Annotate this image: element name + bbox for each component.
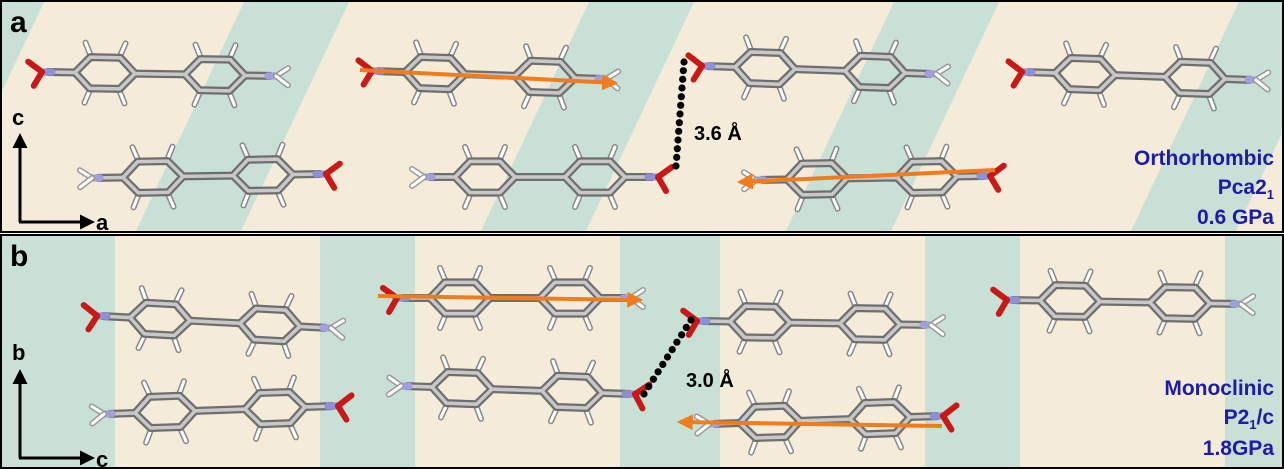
contact-dot (674, 136, 681, 143)
contact-dot (676, 119, 683, 126)
contact-dot (677, 102, 684, 109)
contact-dot (687, 316, 694, 323)
bond (492, 389, 542, 391)
pressure: 1.8GPa (1203, 437, 1275, 460)
contact-dot (676, 110, 683, 117)
bond (790, 323, 840, 324)
contact-dot (673, 339, 680, 346)
axis-label: c (12, 105, 24, 130)
bond (795, 69, 845, 71)
panel-label: b (10, 240, 28, 273)
bond (1100, 302, 1150, 303)
contact-dot (678, 84, 685, 91)
contact-dot (678, 93, 685, 100)
contact-dot (678, 331, 685, 338)
figure: a c a 3.6 Å Orthorhombic Pca21 0.6 GPa b… (0, 0, 1284, 469)
contact-dot (640, 390, 647, 397)
panel-label: a (10, 6, 27, 39)
stripe (320, 234, 415, 469)
space-group: Pca21 (1218, 176, 1274, 202)
space-group-sub: 1 (1267, 187, 1274, 202)
bond (135, 74, 185, 75)
contact-dot (675, 128, 682, 135)
space-group-post: /c (1256, 406, 1274, 429)
stripe (1225, 234, 1284, 469)
bond (1115, 75, 1165, 77)
phase-name: Monoclinic (1164, 377, 1274, 400)
axis-label: b (12, 340, 25, 365)
distance-label: 3.0 Å (686, 368, 734, 392)
contact-dot (680, 67, 687, 74)
bond (800, 419, 850, 421)
contact-dot (672, 162, 679, 169)
contact-dot (674, 145, 681, 152)
distance-label: 3.6 Å (694, 121, 742, 145)
space-group-sub: 1 (1249, 417, 1256, 432)
contact-dot (655, 368, 662, 375)
bond (195, 409, 245, 411)
space-group-main: P2 (1224, 406, 1250, 429)
contact-dot (673, 154, 680, 161)
phase-name: Orthorhombic (1134, 147, 1274, 170)
contact-dot (683, 324, 690, 331)
contact-dot (659, 361, 666, 368)
stripe (925, 234, 1020, 469)
pressure: 0.6 GPa (1197, 206, 1274, 229)
contact-dot (680, 58, 687, 65)
space-group-main: Pca2 (1218, 176, 1267, 199)
axis-label: c (96, 447, 108, 469)
space-group: P21/c (1224, 406, 1275, 432)
panel-a-background (0, 0, 1284, 233)
bond (183, 176, 233, 177)
contact-dot (650, 376, 657, 383)
contact-dot (679, 76, 686, 83)
contact-dot (645, 383, 652, 390)
contact-dot (664, 353, 671, 360)
contact-dot (669, 346, 676, 353)
